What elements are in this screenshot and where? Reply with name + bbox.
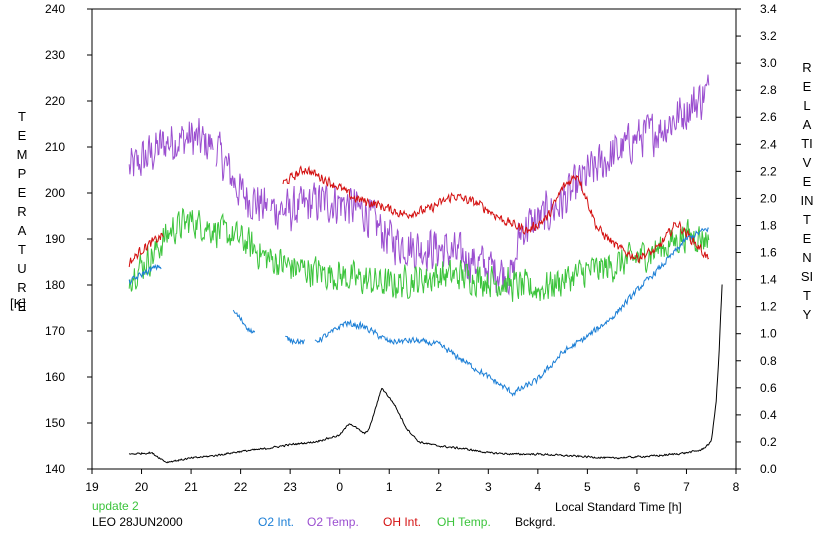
series-oh-int bbox=[128, 165, 710, 268]
series-bckgrd bbox=[128, 284, 723, 464]
x-tick-label: 19 bbox=[85, 480, 99, 494]
series-line bbox=[128, 263, 162, 285]
legend-oh-int: OH Int. bbox=[383, 515, 422, 529]
series-o2-temp bbox=[128, 74, 710, 296]
ticks-layer: 19 20 21 22 23 0 1 2 3 4 5 6 7 8140150160170180190200… bbox=[45, 2, 777, 494]
series-line bbox=[215, 131, 268, 222]
y-right-tick-label: 3.0 bbox=[760, 56, 777, 70]
y-left-tick-label: 180 bbox=[45, 278, 65, 292]
y-right-tick-label: 0.0 bbox=[760, 462, 777, 476]
x-tick-label: 22 bbox=[234, 480, 248, 494]
y-left-tick-label: 190 bbox=[45, 232, 65, 246]
y-right-tick-label: 3.2 bbox=[760, 29, 777, 43]
y-right-tick-label: 1.0 bbox=[760, 327, 777, 341]
series-line bbox=[128, 232, 164, 268]
right-axis-label: RELATIVE INTENSITY bbox=[800, 60, 814, 322]
y-right-tick-label: 2.6 bbox=[760, 110, 777, 124]
x-tick-label: 20 bbox=[135, 480, 149, 494]
y-left-tick-label: 240 bbox=[45, 2, 65, 16]
x-tick-label: 8 bbox=[733, 480, 740, 494]
y-left-tick-label: 170 bbox=[45, 324, 65, 338]
legend-o2-int: O2 Int. bbox=[258, 515, 295, 529]
series-line bbox=[128, 207, 710, 302]
y-left-tick-label: 160 bbox=[45, 370, 65, 384]
series-o2-int bbox=[128, 227, 709, 397]
legend-o2-temp: O2 Temp. bbox=[307, 515, 359, 529]
y-left-tick-label: 220 bbox=[45, 94, 65, 108]
y-left-tick-label: 140 bbox=[45, 462, 65, 476]
y-right-tick-label: 1.4 bbox=[760, 273, 777, 287]
series-line bbox=[232, 309, 256, 334]
plot-frame bbox=[91, 8, 737, 470]
x-tick-label: 23 bbox=[283, 480, 297, 494]
y-left-tick-label: 150 bbox=[45, 416, 65, 430]
y-right-tick-label: 1.6 bbox=[760, 246, 777, 260]
series-line bbox=[285, 335, 305, 346]
x-tick-label: 4 bbox=[535, 480, 542, 494]
series-line bbox=[269, 74, 710, 296]
y-left-tick-label: 210 bbox=[45, 140, 65, 154]
x-tick-label: 2 bbox=[435, 480, 442, 494]
x-tick-label: 6 bbox=[634, 480, 641, 494]
update-label: update 2 bbox=[92, 499, 139, 513]
station-label: LEO 28JUN2000 bbox=[92, 515, 183, 529]
legend-bckgrd: Bckgrd. bbox=[515, 515, 556, 529]
x-tick-label: 7 bbox=[683, 480, 690, 494]
y-right-tick-label: 0.4 bbox=[760, 408, 777, 422]
x-tick-label: 5 bbox=[584, 480, 591, 494]
y-right-tick-label: 2.8 bbox=[760, 83, 777, 97]
series-oh-temp bbox=[128, 207, 710, 302]
left-axis-label: TEMPERATURE bbox=[16, 109, 28, 314]
series-layer bbox=[128, 74, 723, 464]
x-tick-label: 0 bbox=[336, 480, 343, 494]
left-axis-unit: [K] bbox=[10, 296, 26, 311]
y-right-tick-label: 2.4 bbox=[760, 137, 777, 151]
x-tick-label: 3 bbox=[485, 480, 492, 494]
series-line bbox=[128, 118, 214, 177]
x-tick-label: 21 bbox=[184, 480, 198, 494]
series-line bbox=[128, 284, 723, 464]
y-left-tick-label: 200 bbox=[45, 186, 65, 200]
y-left-tick-label: 230 bbox=[45, 48, 65, 62]
legend-oh-temp: OH Temp. bbox=[437, 515, 491, 529]
y-right-tick-label: 2.0 bbox=[760, 191, 777, 205]
y-right-tick-label: 0.8 bbox=[760, 354, 777, 368]
y-right-tick-label: 3.4 bbox=[760, 2, 777, 16]
x-axis-label: Local Standard Time [h] bbox=[555, 500, 682, 514]
series-line bbox=[314, 227, 709, 397]
y-right-tick-label: 1.2 bbox=[760, 300, 777, 314]
y-right-tick-label: 0.6 bbox=[760, 381, 777, 395]
y-right-tick-label: 0.2 bbox=[760, 435, 777, 449]
x-tick-label: 1 bbox=[386, 480, 393, 494]
series-line bbox=[282, 165, 710, 264]
y-right-tick-label: 1.8 bbox=[760, 218, 777, 232]
y-right-tick-label: 2.2 bbox=[760, 164, 777, 178]
